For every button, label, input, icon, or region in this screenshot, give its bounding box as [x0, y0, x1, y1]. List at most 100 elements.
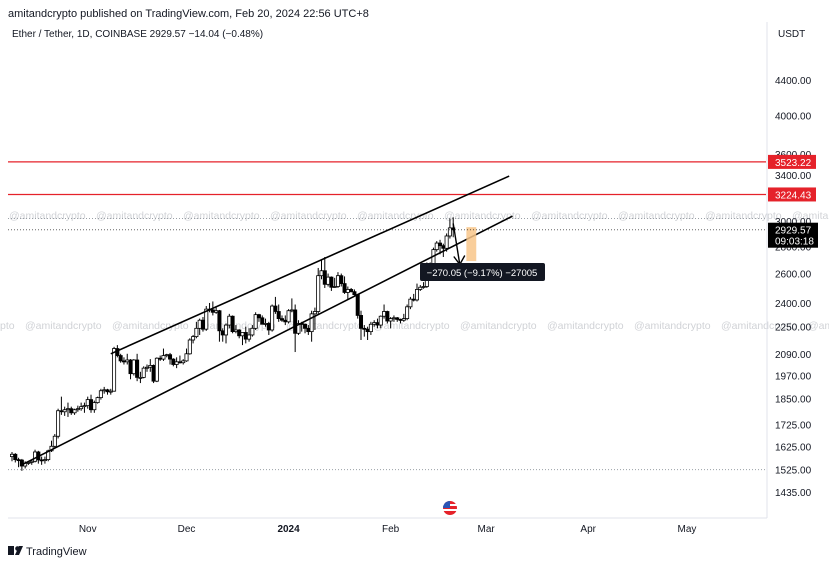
price-axis[interactable]: 4400.004000.003600.003400.003000.002800.…	[8, 76, 818, 499]
candle-body[interactable]	[240, 332, 245, 337]
candle-body[interactable]	[326, 276, 331, 285]
candle-body[interactable]	[16, 459, 21, 462]
candle-body[interactable]	[204, 308, 209, 330]
candle-body[interactable]	[217, 310, 222, 332]
candle-body[interactable]	[200, 319, 205, 330]
candle-body[interactable]	[191, 336, 196, 341]
candle-body[interactable]	[184, 353, 189, 362]
candle-body[interactable]	[131, 359, 136, 375]
candle-body[interactable]	[388, 318, 393, 322]
candle-body[interactable]	[174, 361, 179, 365]
candle-body[interactable]	[349, 289, 354, 293]
candle-body[interactable]	[39, 459, 44, 462]
candle-body[interactable]	[309, 313, 314, 333]
candle-body[interactable]	[168, 354, 173, 360]
down-arrow-icon[interactable]	[452, 223, 461, 265]
candle-body[interactable]	[98, 390, 103, 399]
candle-body[interactable]	[296, 323, 301, 334]
candle-body[interactable]	[95, 397, 100, 404]
candle-body[interactable]	[85, 399, 90, 407]
candle-body[interactable]	[151, 365, 156, 382]
candle-body[interactable]	[256, 314, 261, 319]
candle-body[interactable]	[365, 328, 370, 333]
measure-box[interactable]	[466, 227, 477, 262]
candle-body[interactable]	[316, 275, 321, 312]
candle-body[interactable]	[289, 309, 294, 312]
tradingview-logo-icon[interactable]	[8, 546, 23, 555]
candle-body[interactable]	[69, 408, 74, 414]
candle-body[interactable]	[414, 289, 419, 301]
candle-body[interactable]	[158, 357, 163, 360]
candle-body[interactable]	[92, 402, 97, 411]
candle-body[interactable]	[286, 310, 291, 323]
candle-body[interactable]	[329, 276, 334, 288]
candle-body[interactable]	[372, 322, 377, 325]
candle-body[interactable]	[359, 315, 364, 329]
candle-body[interactable]	[368, 323, 373, 333]
candle-body[interactable]	[102, 389, 107, 392]
candle-body[interactable]	[303, 323, 308, 329]
candles[interactable]	[9, 217, 456, 471]
price-level-badge[interactable]	[768, 154, 816, 169]
price-level-badge[interactable]	[768, 187, 816, 202]
candle-body[interactable]	[382, 311, 387, 317]
drawings[interactable]: −270.05 (−9.17%) −27005	[21, 175, 545, 466]
candle-body[interactable]	[82, 405, 87, 408]
candle-body[interactable]	[332, 286, 337, 288]
candle-body[interactable]	[214, 310, 219, 313]
candle-body[interactable]	[362, 327, 367, 330]
candle-body[interactable]	[121, 360, 126, 363]
candle-body[interactable]	[108, 390, 113, 393]
candle-body[interactable]	[260, 317, 265, 325]
candle-body[interactable]	[306, 327, 311, 333]
candle-body[interactable]	[263, 323, 268, 325]
candle-body[interactable]	[408, 298, 413, 308]
candle-body[interactable]	[13, 453, 18, 461]
flag-us-icon[interactable]	[443, 501, 457, 515]
candle-body[interactable]	[224, 324, 229, 336]
candle-body[interactable]	[62, 409, 67, 413]
candle-body[interactable]	[319, 270, 324, 277]
candle-body[interactable]	[247, 334, 252, 340]
candle-body[interactable]	[342, 283, 347, 293]
candle-body[interactable]	[398, 319, 403, 321]
last-price-badge[interactable]	[768, 222, 818, 248]
candle-body[interactable]	[276, 311, 281, 320]
candle-body[interactable]	[177, 361, 182, 364]
candle-body[interactable]	[135, 359, 140, 378]
candle-body[interactable]	[395, 317, 400, 320]
candle-body[interactable]	[125, 359, 130, 363]
candle-body[interactable]	[266, 323, 271, 331]
candle-body[interactable]	[181, 360, 186, 364]
candle-body[interactable]	[194, 327, 199, 338]
candle-body[interactable]	[270, 305, 275, 331]
candle-body[interactable]	[312, 311, 317, 315]
candle-body[interactable]	[250, 327, 255, 336]
candle-body[interactable]	[378, 315, 383, 326]
candle-body[interactable]	[253, 314, 258, 329]
trendline-channel-upper[interactable]	[110, 175, 510, 355]
candle-body[interactable]	[118, 355, 123, 362]
candle-body[interactable]	[273, 305, 278, 312]
candle-body[interactable]	[451, 227, 456, 231]
candle-body[interactable]	[345, 289, 350, 293]
candle-body[interactable]	[243, 332, 248, 340]
candle-body[interactable]	[161, 355, 166, 360]
candle-body[interactable]	[138, 376, 143, 379]
candle-body[interactable]	[391, 317, 396, 320]
candle-body[interactable]	[438, 242, 443, 247]
candle-body[interactable]	[33, 451, 38, 462]
candle-body[interactable]	[29, 460, 34, 463]
candle-body[interactable]	[9, 453, 14, 457]
candle-body[interactable]	[283, 319, 288, 323]
currency-label[interactable]: USDT	[778, 29, 805, 40]
candle-body[interactable]	[230, 315, 235, 333]
candle-body[interactable]	[434, 242, 439, 251]
candle-body[interactable]	[293, 309, 298, 334]
candle-body[interactable]	[322, 270, 327, 285]
candle-body[interactable]	[339, 275, 344, 284]
candle-body[interactable]	[401, 318, 406, 321]
candle-body[interactable]	[418, 286, 423, 290]
time-axis[interactable]: Nov Dec 2024 Feb Mar Apr May	[79, 524, 697, 535]
